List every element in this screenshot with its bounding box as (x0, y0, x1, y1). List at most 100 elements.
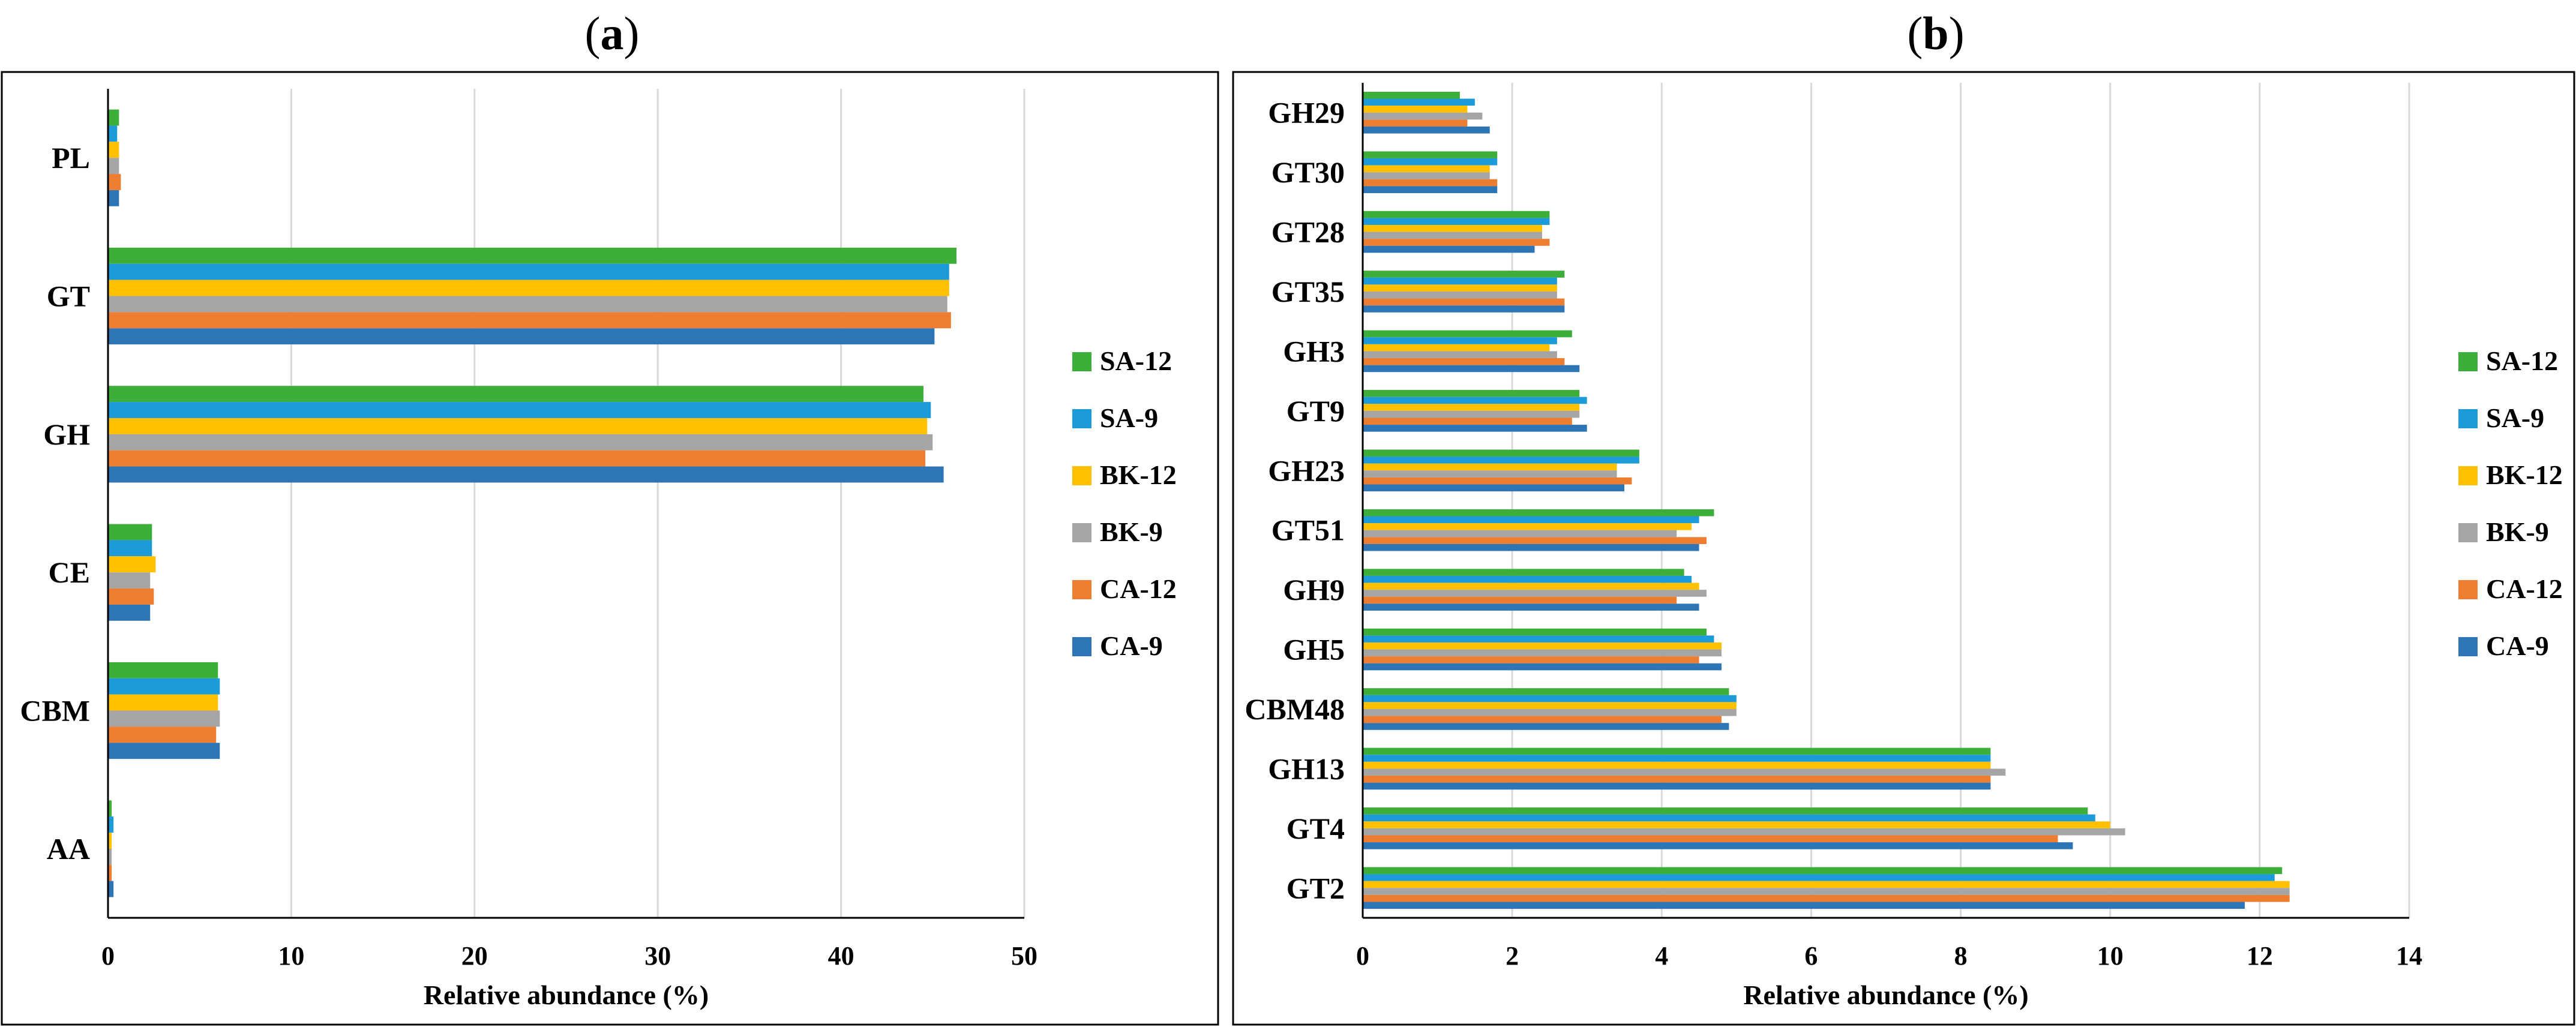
panel-b-title-open: ( (1907, 7, 1923, 59)
panel-b-title-close: ) (1949, 7, 1965, 59)
panel-a-x-tick-label: 40 (828, 941, 854, 971)
panel-b-bar-gh13-sa-12 (1363, 747, 1991, 755)
panel-a-bar-gh-bk-9 (108, 434, 933, 451)
panel-b-bar-gh23-sa-12 (1363, 449, 1639, 457)
panel-b-bar-gh13-bk-12 (1363, 761, 1991, 769)
panel-a-bar-ce-bk-12 (108, 556, 156, 573)
panel-a-bar-ce-ca-12 (108, 588, 154, 605)
panel-b-x-axis-title: Relative abundance (%) (1743, 980, 2028, 1010)
panel-a-category-label: GT (47, 280, 90, 313)
panel-b-bar-gh23-ca-12 (1363, 477, 1632, 485)
panel-b-bar-gt4-ca-12 (1363, 835, 2058, 843)
panel-a-legend-swatch-ca-12 (1072, 580, 1091, 599)
panel-a-bar-aa-sa-9 (108, 816, 114, 833)
panel-b-legend-swatch-ca-12 (2458, 580, 2478, 599)
panel-a-bar-gh-ca-12 (108, 450, 926, 467)
panel-b-bar-cbm48-sa-12 (1363, 688, 1729, 695)
panel-b-bar-gh9-bk-12 (1363, 582, 1699, 590)
panel-a-legend-swatch-bk-12 (1072, 466, 1091, 485)
panel-b-bar-gt2-bk-12 (1363, 881, 2290, 888)
panel-b-bar-gt4-sa-9 (1363, 814, 2095, 822)
panel-b-bar-gh29-bk-12 (1363, 106, 1468, 113)
panel-a-legend-label-bk-9: BK-9 (1100, 516, 1163, 547)
panel-a-legend-label-sa-9: SA-9 (1100, 403, 1158, 433)
panel-a-bar-pl-bk-12 (108, 142, 119, 158)
panel-b-x-tick-label: 4 (1655, 941, 1668, 971)
panel-b-bar-gh29-ca-12 (1363, 119, 1468, 127)
panel-b-bar-gh23-ca-9 (1363, 484, 1624, 492)
panel-b-bar-gt51-bk-12 (1363, 523, 1692, 530)
panel-a-legend-swatch-sa-12 (1072, 352, 1091, 371)
panel-a-bar-ce-ca-9 (108, 604, 151, 621)
panel-b-legend-label-bk-12: BK-12 (2486, 460, 2563, 490)
panel-b-bar-gh9-ca-9 (1363, 603, 1699, 611)
panel-b-title: (b) (1907, 7, 1964, 59)
panel-a-legend-label-sa-12: SA-12 (1100, 346, 1172, 376)
panel-b-bar-gt2-bk-9 (1363, 888, 2290, 895)
panel-b-category-label: GT4 (1286, 812, 1345, 845)
panel-b-category-label: GH23 (1268, 454, 1345, 487)
panel-b-bar-gt4-bk-12 (1363, 821, 2110, 828)
panel-b-category-label: GT2 (1286, 871, 1345, 905)
panel-a-bar-gt-ca-12 (108, 312, 951, 329)
panel-a-bar-pl-sa-12 (108, 109, 119, 126)
panel-b-bar-gt9-sa-12 (1363, 390, 1580, 397)
panel-a-bar-gh-bk-12 (108, 418, 928, 434)
panel-a-x-tick-label: 30 (644, 941, 671, 971)
panel-a-bar-gh-ca-9 (108, 466, 944, 483)
panel-b-legend-swatch-sa-9 (2458, 409, 2478, 428)
panel-b-bar-gh9-sa-12 (1363, 569, 1684, 576)
panel-b-bar-gh9-bk-9 (1363, 590, 1707, 597)
panel-b-bar-gh13-ca-12 (1363, 776, 1991, 783)
panel-b-bar-gh5-bk-9 (1363, 649, 1722, 657)
panel-a-legend-swatch-bk-9 (1072, 523, 1091, 542)
panel-a-category-label: GH (43, 418, 90, 451)
panel-a-bar-gh-sa-9 (108, 402, 931, 418)
panel-b-legend-swatch-bk-9 (2458, 523, 2478, 542)
panel-b-bar-gh5-sa-12 (1363, 628, 1707, 636)
panel-b-bar-gh29-sa-12 (1363, 91, 1460, 99)
panel-a-x-tick-label: 10 (278, 941, 304, 971)
panel-b-bar-gh3-bk-12 (1363, 344, 1550, 352)
panel-b-bar-gt2-sa-12 (1363, 867, 2283, 875)
panel-b-title-letter: b (1923, 7, 1948, 59)
panel-b-bar-gt51-ca-9 (1363, 543, 1699, 551)
panel-b-bar-gh23-sa-9 (1363, 457, 1639, 464)
panel-a-legend-label-ca-9: CA-9 (1100, 630, 1163, 661)
panel-a-bar-aa-ca-9 (108, 881, 114, 897)
panel-b-legend-swatch-sa-12 (2458, 352, 2478, 371)
panel-a-bar-cbm-bk-9 (108, 710, 220, 727)
panel-b-bar-gt9-ca-12 (1363, 418, 1572, 425)
panel-a-title-close: ) (624, 7, 640, 59)
panel-b-bar-gh13-sa-9 (1363, 755, 1991, 762)
panel-a-bar-gt-ca-9 (108, 328, 935, 345)
panel-b-category-label: GT35 (1271, 275, 1345, 308)
panel-a-category-label: PL (52, 141, 90, 175)
panel-b-bar-gt4-bk-9 (1363, 828, 2125, 836)
panel-a-bar-cbm-ca-12 (108, 726, 217, 743)
panel-b-bar-gh5-ca-12 (1363, 656, 1699, 663)
panel-a-bar-cbm-sa-9 (108, 678, 220, 695)
panel-b-bar-gt35-bk-12 (1363, 284, 1557, 292)
panel-b-bar-gt28-ca-12 (1363, 239, 1550, 246)
panel-b-legend-swatch-bk-12 (2458, 466, 2478, 485)
panel-b-bar-gt28-sa-9 (1363, 218, 1550, 225)
panel-b-category-label: GT51 (1271, 514, 1345, 547)
panel-b-category-label: GH9 (1283, 573, 1345, 606)
panel-a-x-tick-label: 0 (101, 941, 115, 971)
panel-a-title-letter: a (601, 7, 624, 59)
panel-a-bar-aa-bk-12 (108, 832, 112, 849)
panel-a-category-label: CE (49, 555, 90, 589)
panel-b-bar-gt30-bk-12 (1363, 165, 1490, 173)
panel-b-frame (1232, 71, 2575, 1026)
panel-b-bar-gt51-sa-9 (1363, 516, 1699, 524)
panel-b-bar-cbm48-sa-9 (1363, 695, 1737, 702)
panel-b-bar-gt30-sa-9 (1363, 158, 1498, 166)
panel-a-bar-gt-bk-12 (108, 280, 949, 296)
panel-a-bar-gt-bk-9 (108, 296, 947, 313)
panel-b-category-label: GT30 (1271, 155, 1345, 189)
panel-b-bar-gt35-sa-12 (1363, 271, 1565, 278)
panel-b-x-tick-label: 14 (2396, 941, 2422, 971)
panel-b-bar-gt35-ca-12 (1363, 298, 1565, 306)
